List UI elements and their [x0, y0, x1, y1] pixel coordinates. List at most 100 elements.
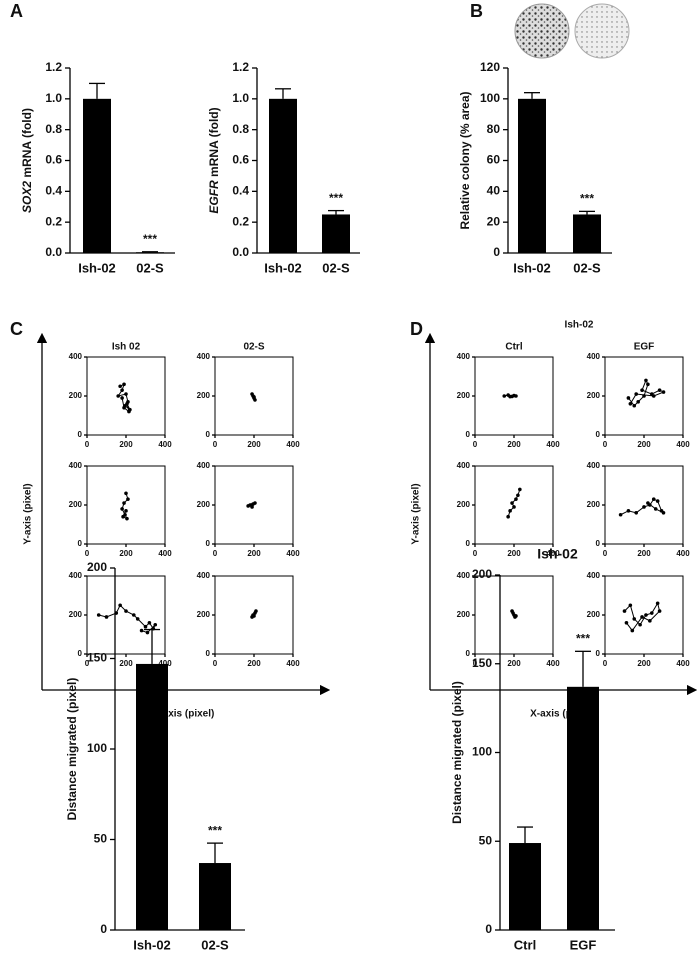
trajectory-point — [104, 615, 109, 619]
trajectory-point — [657, 609, 662, 613]
y-axis-label: Y-axis (pixel) — [23, 483, 34, 544]
y-axis-label-text: mRNA (fold) — [20, 108, 34, 178]
x-tick-label: 400 — [286, 549, 300, 558]
y-axis-label: EGFR mRNA (fold) — [207, 107, 221, 213]
y-tick-label: 150 — [472, 656, 492, 670]
trajectory-point — [634, 392, 638, 396]
y-tick-label: 200 — [587, 500, 601, 509]
y-tick-label: 200 — [457, 610, 471, 619]
y-tick-label: 0.8 — [45, 122, 62, 136]
x-tick-label: 200 — [507, 549, 521, 558]
trajectory-point — [634, 511, 638, 515]
y-tick-label: 400 — [457, 352, 471, 361]
trajectory-line — [624, 602, 661, 632]
y-tick-label: 0 — [206, 539, 211, 548]
x-tick-label: 200 — [119, 549, 133, 558]
y-tick-label: 400 — [69, 461, 83, 470]
y-tick-label: 100 — [480, 91, 500, 105]
trajectory-point — [638, 622, 642, 627]
y-axis-label-gene: SOX2 — [20, 181, 34, 213]
y-tick-label: 120 — [480, 60, 500, 74]
trajectory-point — [253, 398, 257, 402]
x-tick-label: 400 — [286, 440, 300, 449]
y-tick-label: 0.6 — [232, 153, 249, 167]
y-tick-label: 200 — [69, 391, 83, 400]
y-axis-label: Distance migrated (pixel) — [450, 681, 464, 824]
bar — [269, 98, 297, 253]
x-tick-label: 400 — [158, 440, 172, 449]
panel-label: D — [410, 319, 423, 339]
y-tick-label: 200 — [587, 391, 601, 400]
bar — [136, 252, 164, 254]
x-tick-label: 400 — [676, 549, 690, 558]
y-tick-label: 400 — [197, 461, 211, 470]
column-title: 02-S — [243, 342, 264, 353]
y-tick-label: 0 — [78, 649, 83, 658]
trajectory-point — [642, 505, 646, 509]
trajectory-point — [510, 501, 514, 505]
y-tick-label: 200 — [197, 391, 211, 400]
column-title: Ctrl — [505, 342, 522, 353]
trajectory-point — [124, 509, 128, 513]
y-tick-label: 200 — [457, 391, 471, 400]
trajectory-point — [249, 503, 253, 507]
y-tick-label: 100 — [472, 745, 492, 759]
y-tick-label: 1.2 — [45, 60, 62, 74]
y-tick-label: 0.8 — [232, 122, 249, 136]
trajectory-point — [124, 491, 128, 496]
trajectory-point — [127, 409, 131, 414]
trajectory-point — [514, 614, 518, 618]
trajectory-point — [628, 603, 633, 608]
y-tick-label: 0 — [466, 430, 471, 439]
y-tick-label: 400 — [457, 461, 471, 470]
x-tick-label: 200 — [637, 659, 651, 668]
trajectory-point — [252, 395, 256, 399]
bar — [199, 863, 231, 930]
trajectory-point — [622, 609, 627, 613]
x-tick-label: 400 — [676, 659, 690, 668]
trajectory-point — [632, 403, 637, 408]
x-tick-label: Ish-02 — [78, 260, 116, 275]
y-tick-label: 0 — [596, 539, 601, 548]
trajectory-point — [120, 388, 124, 392]
y-tick-label: 0.0 — [232, 245, 249, 259]
y-axis-label: Relative colony (% area) — [458, 91, 472, 229]
bar — [83, 98, 111, 253]
trajectory-point — [626, 509, 631, 513]
significance: *** — [576, 631, 590, 645]
trajectory-point — [650, 611, 654, 615]
x-tick-label: 400 — [158, 549, 172, 558]
trajectory-point — [630, 628, 635, 633]
y-tick-label: 0 — [596, 649, 601, 658]
y-tick-label: 400 — [587, 571, 601, 580]
trajectory-point — [511, 611, 515, 615]
y-tick-label: 200 — [457, 500, 471, 509]
y-axis-label: Distance migrated (pixel) — [65, 678, 79, 821]
trajectory-point — [116, 394, 120, 398]
x-tick-label: 02-S — [201, 937, 229, 952]
trajectory-point — [132, 613, 136, 617]
trajectory-point — [644, 378, 648, 383]
y-tick-label: 0 — [596, 430, 601, 439]
trajectory-point — [646, 501, 650, 505]
trajectory-point — [125, 402, 129, 406]
trajectory-point — [124, 392, 128, 396]
y-axis-label-text: Relative colony (% area) — [458, 91, 472, 229]
y-tick-label: 100 — [87, 741, 107, 755]
y-axis-label-text: mRNA (fold) — [207, 107, 221, 177]
y-tick-label: 200 — [69, 500, 83, 509]
trajectory-line — [628, 379, 665, 407]
y-tick-label: 200 — [197, 500, 211, 509]
x-axis-label: X-axis (pixel) — [530, 709, 592, 720]
trajectory-point — [122, 382, 126, 387]
x-tick-label: 0 — [473, 659, 478, 668]
trajectory-point — [153, 622, 158, 627]
x-tick-label: 200 — [637, 440, 651, 449]
x-tick-label: Ish-02 — [513, 260, 551, 275]
y-tick-label: 400 — [69, 352, 83, 361]
y-tick-label: 50 — [94, 832, 108, 846]
y-tick-label: 200 — [87, 560, 107, 574]
y-tick-label: 0.0 — [45, 245, 62, 259]
bar — [509, 843, 541, 930]
